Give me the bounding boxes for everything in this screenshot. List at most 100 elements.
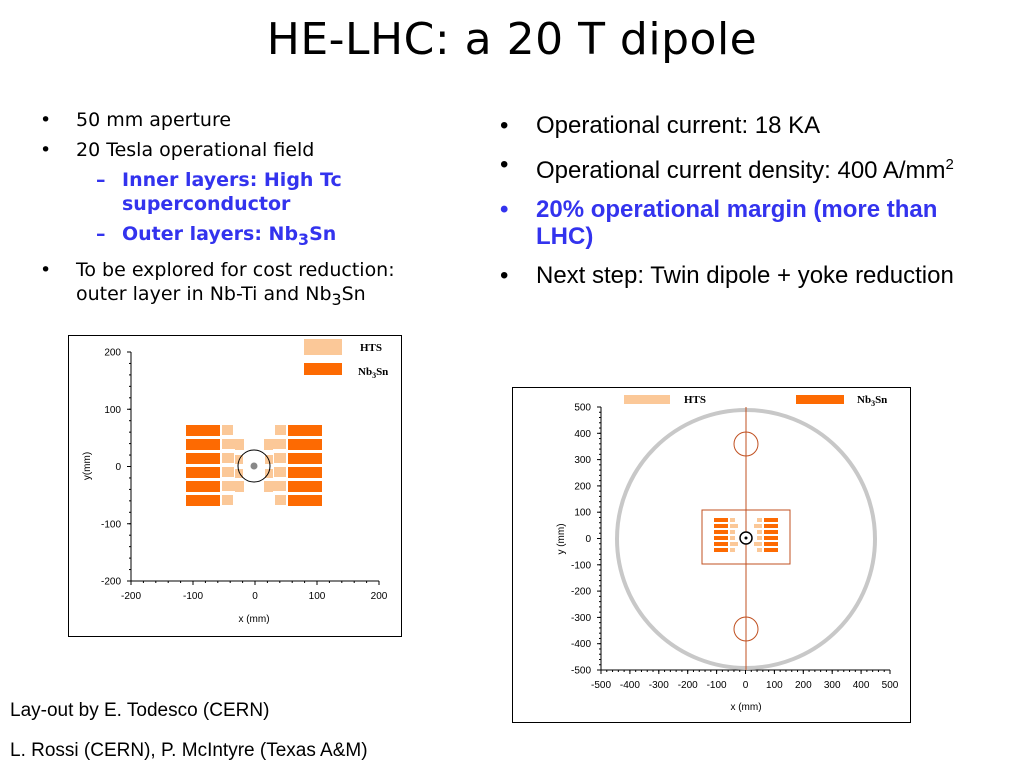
hts-block — [264, 481, 286, 491]
y-tick-label: 500 — [574, 403, 591, 414]
y-tick-label: -100 — [571, 560, 591, 571]
y-tick-label: 200 — [574, 481, 591, 492]
bullet-cost-reduction: • To be explored for cost reduction: oute… — [40, 258, 395, 309]
bullet-current-density: • Operational current density: 400 A/mm2 — [500, 151, 954, 184]
hts-block — [264, 439, 286, 449]
nb3sn-block — [186, 453, 220, 464]
hts-block — [754, 524, 762, 528]
nb3sn-block — [764, 518, 778, 522]
y-tick-label: 100 — [104, 405, 121, 416]
y-tick-label: -200 — [571, 587, 591, 598]
nb3sn-block — [764, 530, 778, 534]
nb3sn-block — [714, 518, 728, 522]
x-tick-label: 100 — [766, 680, 783, 691]
authors-credit: L. Rossi (CERN), P. McIntyre (Texas A&M) — [10, 740, 368, 761]
hts-block — [757, 518, 762, 522]
y-tick-label: -200 — [101, 577, 121, 588]
upper-bore-circle — [733, 431, 759, 457]
hts-block — [275, 425, 286, 435]
bullet-margin: • 20% operational margin (more than LHC) — [500, 196, 938, 250]
legend-hts-label: HTS — [360, 342, 382, 354]
nb3sn-block — [186, 467, 220, 478]
bullet-aperture: • 50 mm aperture — [40, 109, 232, 131]
hts-block — [757, 548, 762, 552]
hts-block — [730, 524, 738, 528]
nb3sn-block — [714, 542, 728, 546]
x-axis-label: x (mm) — [730, 702, 761, 713]
hts-block — [274, 467, 286, 477]
twin-dipole-figure: 500 400 300 200 100 0 -100 -200 -300 -400 -500 -50… — [512, 387, 911, 723]
y-tick-label: 0 — [115, 462, 121, 473]
y-axis-label: y (mm) — [556, 523, 567, 554]
nb3sn-block — [764, 524, 778, 528]
aperture-circle — [237, 449, 271, 483]
y-tick-label: 0 — [585, 534, 591, 545]
legend-hts-label: HTS — [684, 394, 706, 406]
coil-block-outline — [701, 509, 791, 565]
layout-credit: Lay-out by E. Todesco (CERN) — [10, 700, 270, 721]
left-bullet-list: • 50 mm aperture • 20 Tesla operational fi… — [40, 108, 440, 318]
nb3sn-block — [186, 439, 220, 450]
legend-hts-swatch — [624, 395, 670, 404]
subbullet-inner-layers: – Inner layers: High Tc superconductor — [96, 169, 342, 215]
magnet-cross-section-figure: 200 100 0 -100 -200 -200 -100 0 100 200 x (mm) y… — [68, 335, 402, 637]
nb3sn-block — [714, 536, 728, 540]
legend-nb3sn-label: Nb3Sn — [857, 394, 887, 408]
beam-dot — [250, 462, 258, 470]
bullet-next-step: • Next step: Twin dipole + yoke reduction — [500, 262, 954, 289]
x-tick-label: -100 — [183, 591, 203, 602]
right-bullet-list: • Operational current: 18 KA • Operational… — [500, 112, 970, 301]
x-tick-label: 0 — [743, 680, 749, 691]
nb3sn-block — [288, 453, 322, 464]
x-tick-label: 100 — [309, 591, 326, 602]
lower-bore-circle — [733, 616, 759, 642]
x-tick-label: 500 — [882, 680, 899, 691]
nb3sn-block — [764, 542, 778, 546]
x-tick-label: 200 — [795, 680, 812, 691]
nb3sn-block — [714, 530, 728, 534]
legend-nb3sn-swatch — [796, 395, 844, 404]
hts-block — [275, 495, 286, 505]
legend-nb3sn-label: Nb3Sn — [358, 366, 388, 380]
hts-block — [264, 483, 273, 492]
nb3sn-block — [764, 536, 778, 540]
legend-hts-swatch — [304, 339, 342, 355]
hts-block — [754, 542, 762, 546]
subbullet-outer-layers: – Outer layers: Nb3Sn — [96, 223, 337, 249]
hts-block — [730, 548, 735, 552]
nb3sn-block — [764, 548, 778, 552]
hts-block — [235, 441, 244, 450]
hts-block — [730, 530, 735, 534]
nb3sn-block — [186, 425, 220, 436]
x-tick-label: 200 — [371, 591, 388, 602]
hts-block — [757, 536, 762, 540]
y-tick-label: 400 — [574, 429, 591, 440]
hts-block — [730, 518, 735, 522]
x-tick-label: -200 — [678, 680, 698, 691]
y-tick-label: 200 — [104, 348, 121, 359]
x-tick-label: -300 — [649, 680, 669, 691]
nb3sn-block — [186, 495, 220, 506]
x-tick-label: -100 — [707, 680, 727, 691]
y-tick-label: -100 — [101, 519, 121, 530]
hts-block — [222, 495, 233, 505]
hts-block — [222, 481, 244, 491]
hts-block — [222, 425, 233, 435]
y-tick-label: 300 — [574, 455, 591, 466]
hts-block — [265, 469, 273, 478]
nb3sn-block — [714, 524, 728, 528]
nb3sn-block — [186, 481, 220, 492]
hts-block — [730, 536, 735, 540]
x-axis-label: x (mm) — [238, 614, 269, 625]
y-tick-label: -400 — [571, 639, 591, 650]
x-tick-label: 0 — [252, 591, 258, 602]
nb3sn-block — [288, 425, 322, 436]
hts-block — [757, 530, 762, 534]
y-tick-label: 100 — [574, 508, 591, 519]
hts-block — [730, 542, 738, 546]
nb3sn-block — [714, 548, 728, 552]
hts-block — [264, 441, 273, 450]
bullet-current: • Operational current: 18 KA — [500, 112, 821, 139]
hts-block — [235, 483, 244, 492]
nb3sn-block — [288, 439, 322, 450]
